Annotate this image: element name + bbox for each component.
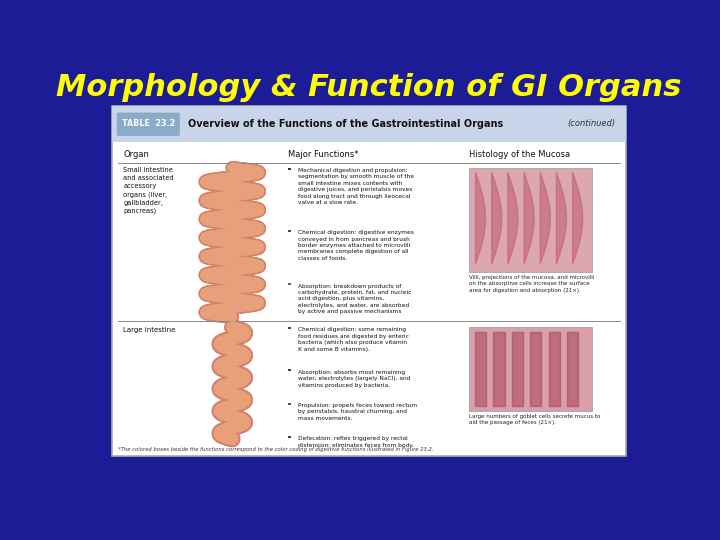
Text: *The colored boxes beside the functions correspond to the color coding of digest: *The colored boxes beside the functions … (118, 447, 433, 453)
Text: Organ: Organ (124, 150, 149, 159)
Text: Defecation: reflex triggered by rectal
distension; eliminates feces from body.: Defecation: reflex triggered by rectal d… (298, 436, 414, 448)
Bar (288, 283, 291, 285)
Text: Propulsion: propels feces toward rectum
by peristalsis, haustral churning, and
m: Propulsion: propels feces toward rectum … (298, 403, 418, 421)
Text: Absorption: absorbs most remaining
water, electrolytes (largely NaCl), and
vitam: Absorption: absorbs most remaining water… (298, 370, 410, 388)
Text: Major Functions*: Major Functions* (288, 150, 359, 159)
Text: (continued): (continued) (567, 119, 615, 129)
Bar (469, 327, 593, 410)
Bar (288, 230, 291, 232)
Bar (288, 436, 291, 438)
Bar (469, 168, 593, 272)
Bar (288, 369, 291, 372)
Bar (112, 106, 626, 456)
Text: Histology of the Mucosa: Histology of the Mucosa (469, 150, 570, 159)
Text: Chemical digestion: some remaining
food residues are digested by enteric
bacteri: Chemical digestion: some remaining food … (298, 327, 409, 352)
Bar (112, 106, 626, 141)
Text: Mechanical digestion and propulsion:
segmentation by smooth muscle of the
small : Mechanical digestion and propulsion: seg… (298, 168, 414, 205)
Text: Small intestine
and associated
accessory
organs (liver,
gallbladder,
pancreas): Small intestine and associated accessory… (124, 167, 174, 214)
Text: Large numbers of goblet cells secrete mucus to
aid the passage of feces (21×).: Large numbers of goblet cells secrete mu… (469, 414, 600, 425)
Bar (288, 327, 291, 329)
Bar (288, 403, 291, 405)
FancyBboxPatch shape (117, 113, 180, 136)
Text: Morphology & Function of GI Organs: Morphology & Function of GI Organs (56, 73, 682, 102)
Text: Villi, projections of the mucosa, and microvilli
on the absorptive cells increas: Villi, projections of the mucosa, and mi… (469, 275, 595, 293)
Text: Large intestine: Large intestine (124, 327, 176, 333)
Text: Chemical digestion: digestive enzymes
conveyed in from pancreas and brush
border: Chemical digestion: digestive enzymes co… (298, 230, 414, 261)
Text: TABLE  23.2: TABLE 23.2 (122, 119, 175, 129)
Text: Absorption: breakdown products of
carbohydrate, protein, fat, and nucleic
acid d: Absorption: breakdown products of carboh… (298, 284, 412, 314)
Bar (288, 167, 291, 170)
Text: Overview of the Functions of the Gastrointestinal Organs: Overview of the Functions of the Gastroi… (188, 119, 503, 129)
